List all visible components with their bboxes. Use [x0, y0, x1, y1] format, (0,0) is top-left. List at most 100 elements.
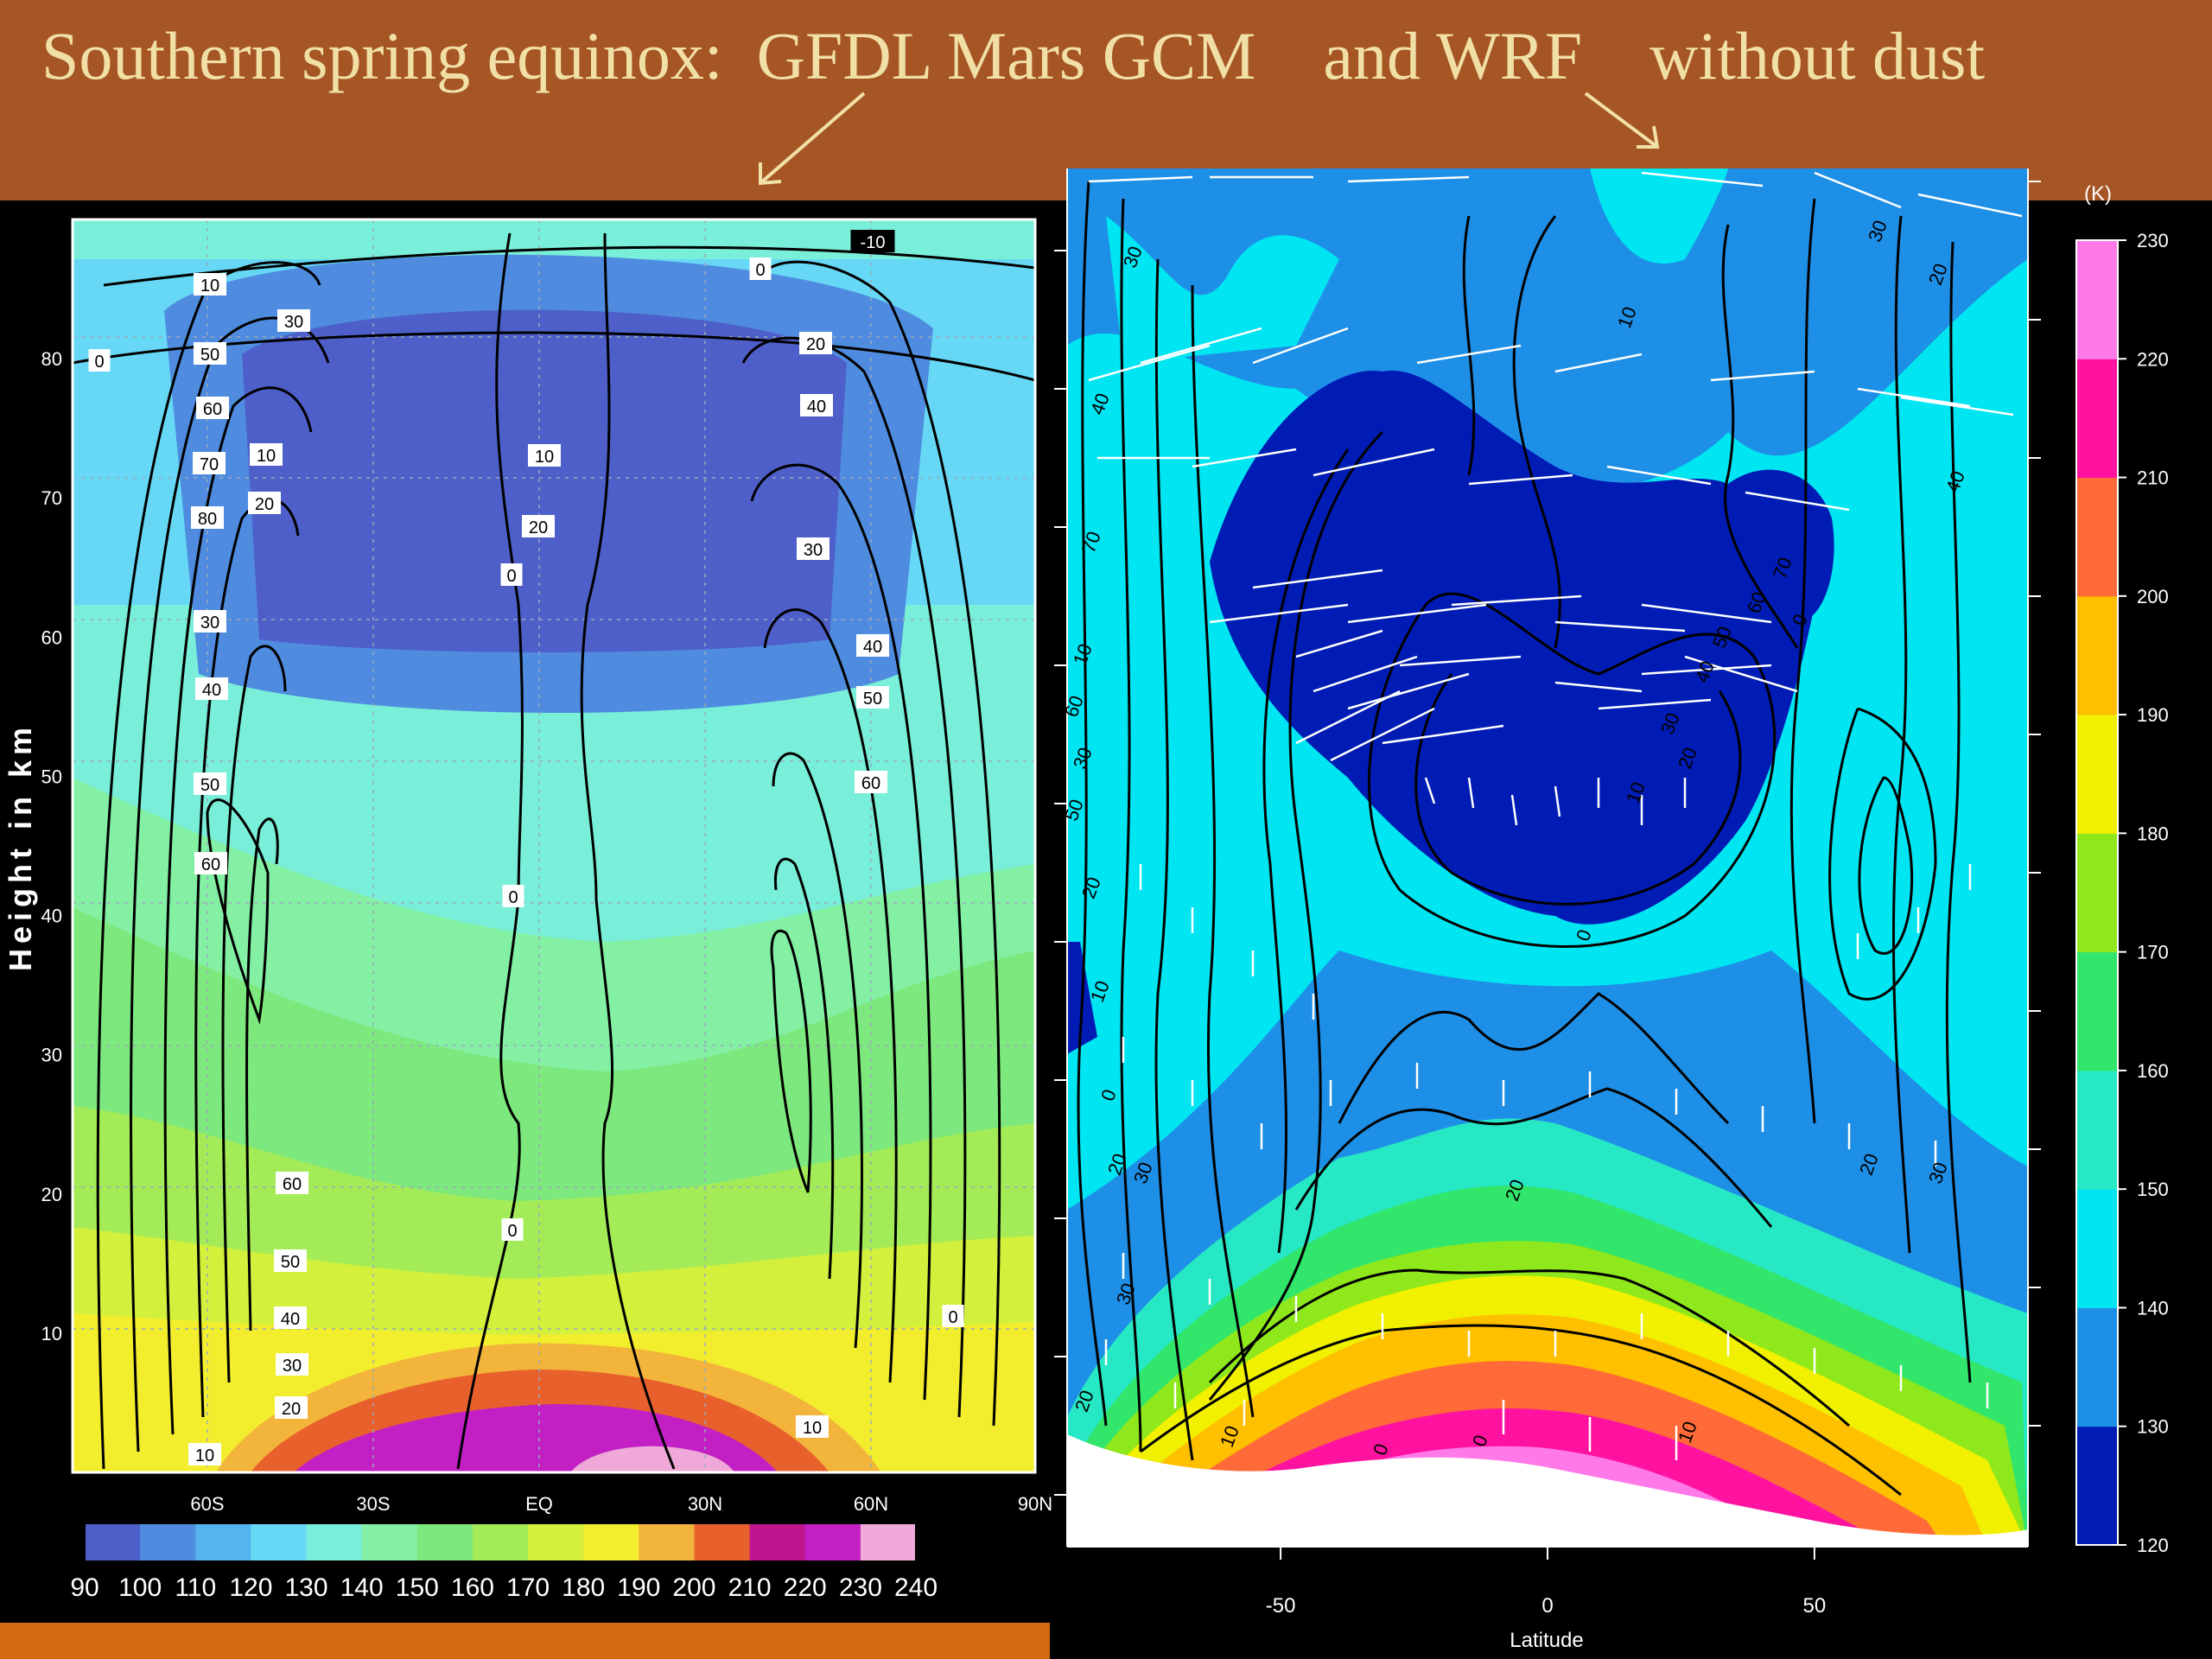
gfdl-contour-label: 50 [274, 1249, 307, 1272]
gfdl-contour-label-text: 20 [529, 518, 548, 537]
gfdl-contour-label: 30 [276, 1353, 308, 1376]
wrf-wind-vectors [1088, 171, 2023, 1460]
wrf-contours [1077, 181, 1972, 1497]
wrf-x-tick-labels: -50 0 50 [1266, 1547, 1826, 1618]
gfdl-colorbar-cell [140, 1523, 196, 1561]
wrf-colorbar: 120 130 140 150 160 170 180 190 200 210 220 230 (K) [2075, 182, 2169, 1556]
gfdl-colorbar-label: 230 [839, 1573, 882, 1602]
gfdl-contour-label-text: 60 [203, 400, 222, 419]
gfdl-colorbar-cell [361, 1523, 418, 1561]
gfdl-colorbar-cell [528, 1523, 584, 1561]
gfdl-colorbar-label: 220 [784, 1573, 827, 1602]
wrf-colorbar-label: 220 [2137, 348, 2169, 370]
gfdl-colorbar-label: 170 [506, 1573, 550, 1602]
gfdl-contour-label: 0 [942, 1305, 964, 1327]
gfdl-colorbar-label: 120 [229, 1573, 272, 1602]
gfdl-x-tick: 30S [356, 1493, 390, 1515]
gfdl-colorbar-cell [749, 1523, 806, 1561]
gfdl-contour-label: 20 [799, 332, 832, 354]
wrf-colorbar-cell [2076, 477, 2118, 597]
wrf-colorbar-label: 200 [2137, 586, 2169, 607]
gfdl-arrow-head [759, 162, 782, 186]
wrf-colorbar-label: 180 [2137, 823, 2169, 844]
gfdl-contour-label-text: 60 [201, 855, 220, 874]
gfdl-contour-label: 70 [193, 452, 226, 474]
gfdl-colorbar: 90 100 110 120 130 140 150 160 170 180 190 200 210 22… [70, 1522, 938, 1602]
gfdl-x-tick: EQ [525, 1493, 553, 1515]
gfdl-colorbar-label: 110 [175, 1573, 216, 1602]
gfdl-contour-label-text: 0 [506, 567, 516, 586]
gfdl-contour-label-text: -10 [861, 233, 886, 252]
gfdl-colorbar-cell [583, 1523, 639, 1561]
gfdl-colorbar-cell [804, 1523, 861, 1561]
gfdl-contour-label: 40 [274, 1306, 307, 1329]
wrf-colorbar-label: 150 [2137, 1179, 2169, 1200]
wrf-colorbar-unit: (K) [2084, 182, 2112, 206]
gfdl-y-tick: 10 [41, 1323, 62, 1344]
wrf-colorbar-cell [2076, 1307, 2118, 1427]
gfdl-contour-label-text: 0 [508, 888, 518, 907]
gfdl-y-tick: 80 [41, 348, 62, 370]
gfdl-contour-label-text: 60 [861, 774, 880, 793]
gfdl-contour-label: 40 [856, 634, 889, 657]
gfdl-contour-label: 60 [276, 1172, 308, 1194]
gfdl-temperature-field [73, 219, 1035, 1472]
gfdl-contour-label: 40 [800, 394, 833, 416]
wrf-x-tick: 0 [1541, 1594, 1553, 1618]
gfdl-colorbar-label: 140 [340, 1573, 384, 1602]
gfdl-colorbar-label: 100 [118, 1573, 162, 1602]
gfdl-contour-label: 30 [797, 537, 830, 560]
gfdl-contour-label: 10 [528, 444, 561, 467]
gfdl-colorbar-label: 200 [672, 1573, 715, 1602]
wrf-colorbar-cell [2076, 951, 2118, 1071]
gfdl-contour-label-text: 40 [863, 638, 882, 657]
gfdl-arrow [759, 92, 866, 185]
wrf-colorbar-label: 210 [2137, 467, 2169, 489]
gfdl-contour-label-text: 40 [281, 1310, 300, 1329]
gfdl-contour-label-text: 50 [281, 1253, 300, 1272]
gfdl-x-tick: 60S [190, 1493, 224, 1515]
gfdl-contour-label-text: 70 [200, 455, 219, 474]
wrf-arrow [1584, 92, 1659, 149]
gfdl-contour-labels: -10 0 10 20 30 40 50 60 70 80 10 20 30 40 50 60 0 0 0 0 10 20… [88, 230, 964, 1465]
gfdl-colorbar-cell [416, 1523, 474, 1561]
wrf-colorbar-label: 170 [2137, 942, 2169, 963]
gfdl-contour-label-text: 50 [200, 346, 219, 365]
gfdl-contour-label: 10 [188, 1443, 221, 1465]
gfdl-contour-label: 20 [522, 515, 555, 537]
slide-title: Southern spring equinox: GFDL Mars GCM a… [41, 18, 1986, 93]
gfdl-contour-label: -10 [850, 230, 895, 252]
gfdl-colorbar-cell [85, 1523, 141, 1561]
gfdl-contour-label: 30 [277, 309, 310, 332]
wrf-colorbar-cell [2076, 1426, 2118, 1546]
title-banner: Southern spring equinox: GFDL Mars GCM a… [0, 0, 2212, 200]
wrf-colorbar-label: 120 [2137, 1535, 2169, 1556]
gfdl-x-tick-labels: 60S 30S EQ 30N 60N 90N [190, 1493, 1052, 1515]
wrf-x-axis-label: Latitude [1510, 1629, 1583, 1652]
gfdl-contour-label: 10 [250, 443, 283, 466]
gfdl-contour-label: 40 [195, 677, 228, 700]
wrf-x-tick: -50 [1266, 1594, 1296, 1618]
wrf-temperature-field [1067, 168, 2028, 1547]
gfdl-contour-label-text: 40 [807, 397, 826, 416]
gfdl-colorbar-label: 160 [451, 1573, 494, 1602]
gfdl-colorbar-label: 150 [396, 1573, 439, 1602]
gfdl-contour-label-text: 20 [255, 495, 274, 514]
gfdl-contour-label: 60 [194, 852, 227, 874]
gfdl-x-tick: 90N [1018, 1493, 1052, 1515]
gfdl-colorbar-cell [195, 1523, 251, 1561]
gfdl-contour-label: 0 [749, 257, 772, 280]
gfdl-contour-label-text: 30 [283, 1357, 302, 1376]
gfdl-contour-label-text: 40 [202, 681, 221, 700]
gfdl-colorbar-label: 240 [894, 1573, 938, 1602]
gfdl-y-tick: 40 [41, 906, 62, 927]
wrf-x-tick: 50 [1803, 1594, 1827, 1618]
gfdl-colorbar-label: 180 [562, 1573, 605, 1602]
wrf-colorbar-cell [2076, 833, 2118, 953]
gfdl-x-tick: 60N [854, 1493, 888, 1515]
wrf-colorbar-label: 160 [2137, 1060, 2169, 1082]
gfdl-colorbar-label: 130 [285, 1573, 328, 1602]
wrf-colorbar-cell [2076, 240, 2118, 359]
gfdl-contour-label-text: 10 [200, 276, 219, 296]
